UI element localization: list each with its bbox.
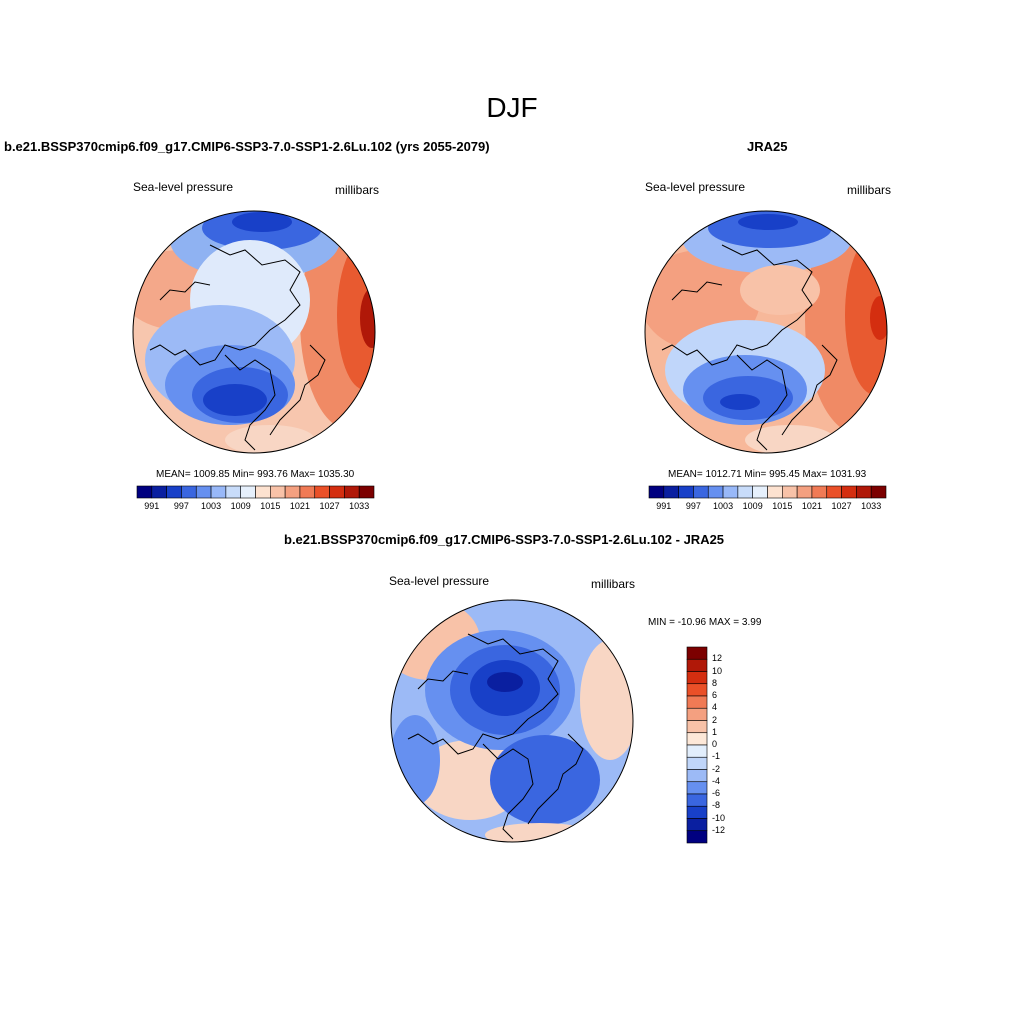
colorbar-tick-label: 1015 [260,501,281,511]
colorbar-swatch [329,485,345,499]
colorbar-tick-label: 12 [712,653,723,664]
colorbar-swatch [686,769,708,783]
colorbar-swatch [796,485,813,499]
colorbar-swatch [166,485,182,499]
colorbar-tick-label: 1033 [349,501,370,511]
colorbar-tick-label: 8 [712,677,718,688]
colorbar-swatch [358,485,375,499]
colorbar-tick-label: -10 [712,812,726,823]
colorbar-swatch [686,830,708,844]
colorbar-swatch [722,485,739,499]
colorbar-swatch [686,658,708,672]
colorbar-swatch [686,683,708,697]
colorbar-swatch [344,485,360,499]
colorbar-swatch [678,485,694,499]
colorbar-jra25 [648,485,887,499]
colorbar-tick-label: 6 [712,690,718,700]
panel-3-stats: MIN = -10.96 MAX = 3.99 [648,617,762,628]
panel-1-units-label: millibars [335,183,380,197]
colorbar-tick-label: 4 [712,702,718,713]
colorbar-swatch [299,485,316,499]
colorbar-swatch [693,485,709,499]
colorbar-tick-label: 1033 [861,501,882,511]
panel-1-stats: MEAN= 1009.85 Min= 993.76 Max= 1035.30 [156,469,355,480]
colorbar-swatch [686,744,708,758]
colorbar-swatch [707,485,724,499]
colorbar-difference [686,646,708,844]
colorbar-tick-label: 1027 [319,501,340,511]
colorbar-tick-label: 1003 [713,501,734,511]
colorbar-swatch [210,485,227,499]
colorbar-tick-label: 991 [144,501,160,511]
panel-2-variable-label: Sea-level pressure [645,180,746,194]
colorbar-tick-label: -4 [712,775,721,786]
colorbar-tick-label: 1021 [289,501,310,511]
colorbar-swatch [686,671,708,685]
colorbar-model [136,485,375,499]
colorbar-swatch [225,485,241,499]
colorbar-swatch [686,720,708,734]
colorbar-tick-label: 1021 [801,501,822,511]
colorbar-swatch [648,485,665,499]
panel-3-variable-label: Sea-level pressure [389,574,490,588]
colorbar-swatch [767,485,783,499]
colorbar-tick-label: 2 [712,714,718,725]
colorbar-swatch [686,756,708,770]
colorbar-swatch [686,646,708,660]
panel-2-title: JRA25 [747,139,788,154]
colorbar-swatch [195,485,212,499]
panel-1-variable-label: Sea-level pressure [133,180,234,194]
colorbar-swatch [255,485,271,499]
colorbar-tick-label: -2 [712,763,721,774]
colorbar-swatch [686,818,708,832]
colorbar-swatch [686,732,708,746]
colorbar-tick-label: -8 [712,800,721,811]
colorbar-tick-label: 997 [173,501,189,511]
colorbar-swatch [737,485,753,499]
colorbar-swatch [686,805,708,819]
colorbar-tick-label: -6 [712,788,721,798]
colorbar-tick-label: 10 [712,665,723,676]
panel-3-title: b.e21.BSSP370cmip6.f09_g17.CMIP6-SSP3-7.… [284,532,725,547]
colorbar-swatch [841,485,857,499]
colorbar-tick-label: 1009 [742,501,763,511]
colorbar-tick-label: -12 [712,824,726,835]
colorbar-swatch [284,485,301,499]
colorbar-swatch [240,485,256,499]
colorbar-swatch [811,485,828,499]
panel-3-units-label: millibars [591,577,636,591]
colorbar-tick-label: 1009 [230,501,251,511]
panel-2-stats: MEAN= 1012.71 Min= 995.45 Max= 1031.93 [668,469,867,480]
colorbar-swatch [752,485,768,499]
colorbar-tick-label: 1015 [772,501,793,511]
colorbar-swatch [181,485,197,499]
colorbar-tick-label: 991 [656,501,672,511]
colorbar-tick-label: 1003 [201,501,222,511]
colorbar-swatch [136,485,153,499]
colorbar-swatch [686,781,708,795]
polar-map-jra25 [644,210,888,454]
panel-2-units-label: millibars [847,183,892,197]
colorbar-swatch [686,695,708,709]
colorbar-swatch [270,485,286,499]
colorbar-swatch [870,485,887,499]
colorbar-tick-label: 0 [712,739,718,749]
colorbar-swatch [314,485,330,499]
colorbar-tick-label: 997 [685,501,701,511]
colorbar-tick-label: 1027 [831,501,852,511]
colorbar-swatch [686,707,708,721]
polar-map-difference [390,599,634,843]
colorbar-tick-label: 1 [712,726,718,737]
colorbar-tick-label: -1 [712,751,721,762]
colorbar-swatch [151,485,167,499]
panel-1-title: b.e21.BSSP370cmip6.f09_g17.CMIP6-SSP3-7.… [4,139,490,154]
colorbar-swatch [686,793,708,807]
polar-map-model [132,210,376,454]
colorbar-swatch [663,485,679,499]
colorbar-swatch [782,485,798,499]
colorbar-swatch [826,485,842,499]
figure-title: DJF [486,92,538,123]
colorbar-swatch [856,485,872,499]
